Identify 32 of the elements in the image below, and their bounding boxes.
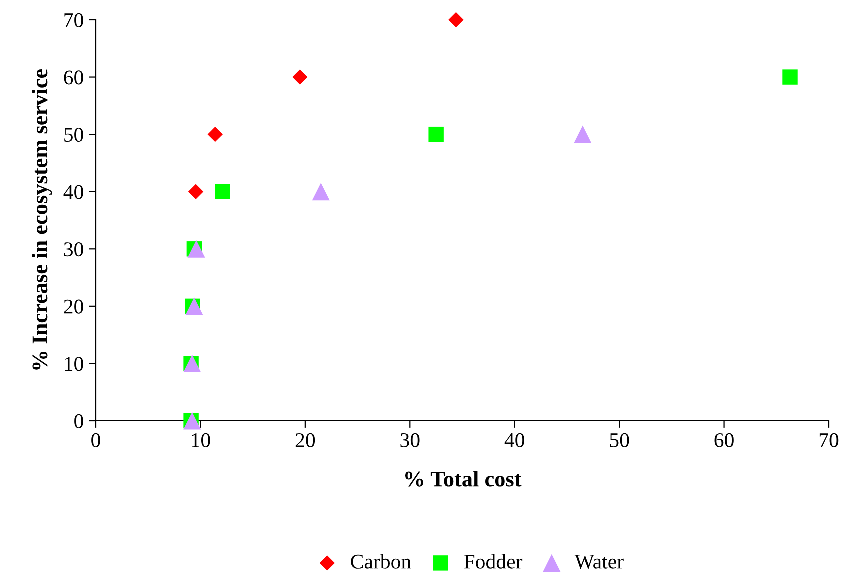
point <box>188 184 204 200</box>
y-tick-label: 0 <box>74 414 84 428</box>
x-tick-label: 0 <box>92 433 100 448</box>
y-tick-label: 10 <box>65 357 84 372</box>
y-tick-label: 30 <box>64 242 84 257</box>
point <box>292 70 308 85</box>
legend-label: Fodder <box>464 554 523 569</box>
point <box>215 184 230 200</box>
legend-label: Carbon <box>351 554 412 569</box>
y-tick-label: 50 <box>64 128 84 142</box>
y-tick-label: 20 <box>64 300 84 314</box>
x-tick-label: 20 <box>296 433 316 448</box>
x-tick-label: 10 <box>192 433 210 448</box>
point <box>574 126 592 144</box>
x-tick-label: 60 <box>714 433 734 448</box>
x-tick-label: 50 <box>610 433 630 448</box>
y-tick-label: 60 <box>64 70 84 85</box>
point <box>186 298 204 316</box>
point <box>428 126 444 142</box>
point <box>208 126 223 142</box>
point <box>448 12 464 28</box>
x-tick-label: 40 <box>504 433 524 448</box>
x-tick-label: 30 <box>400 433 420 448</box>
y-tick-label: 70 <box>64 13 84 28</box>
y-tick-label: 40 <box>64 185 84 200</box>
x-tick-label: 70 <box>820 433 839 448</box>
legend-label: Water <box>574 555 624 569</box>
point <box>312 183 330 201</box>
y-axis-title: % Increase in ecosystem service <box>32 69 52 370</box>
point <box>188 240 206 258</box>
point <box>782 70 798 85</box>
x-axis-title: % Total cost <box>406 471 522 487</box>
